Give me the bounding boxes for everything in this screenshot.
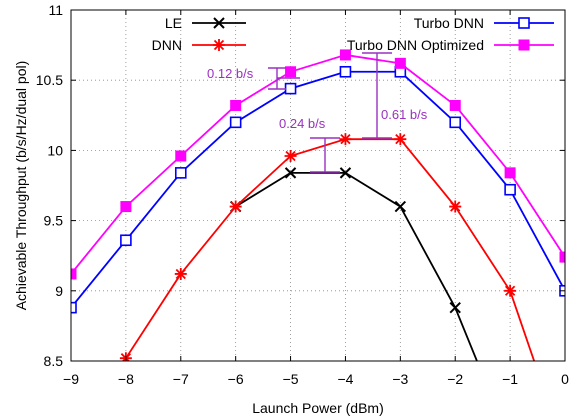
y-tick-label: 9 xyxy=(55,283,63,299)
grid xyxy=(71,10,565,361)
legend-label: DNN xyxy=(152,37,182,53)
y-tick-label: 10.5 xyxy=(36,72,63,88)
x-tick-label: −4 xyxy=(337,371,353,387)
x-axis-label: Launch Power (dBm) xyxy=(252,400,384,416)
data-point xyxy=(449,99,461,111)
x-tick-label: 0 xyxy=(561,371,569,387)
annotation-label: 0.24 b/s xyxy=(279,116,326,131)
data-point xyxy=(230,99,242,111)
legend-entry: Turbo DNN xyxy=(414,15,554,31)
legend-entry: Turbo DNN Optimized xyxy=(347,37,554,53)
series-le xyxy=(229,167,478,361)
legend-entry: DNN xyxy=(152,37,246,53)
y-axis-label: Achievable Throughput (b/s/Hz/dual pol) xyxy=(13,61,29,311)
x-tick-label: −9 xyxy=(63,371,79,387)
y-tick-label: 8.5 xyxy=(44,353,64,369)
data-point xyxy=(394,133,407,146)
series-turbo-dnn xyxy=(71,65,565,314)
legend: LE DNN Turbo DNN Turbo DNN Optimized xyxy=(152,15,554,53)
x-tick-label: −1 xyxy=(502,371,518,387)
data-point xyxy=(339,65,352,78)
data-point xyxy=(285,66,297,78)
annotation-label: 0.61 b/s xyxy=(381,107,428,122)
series-layer xyxy=(71,49,565,361)
annotation-layer: 0.12 b/s 0.24 b/s 0.61 b/s xyxy=(207,52,428,173)
data-point xyxy=(559,251,565,263)
series-line xyxy=(71,54,565,275)
data-point xyxy=(174,167,187,179)
legend-marker xyxy=(518,17,530,29)
data-point xyxy=(504,167,516,179)
y-tick-label: 9.5 xyxy=(44,213,64,229)
data-point xyxy=(120,234,132,247)
data-point xyxy=(394,57,406,69)
data-point xyxy=(449,301,461,314)
x-tick-label: −3 xyxy=(392,371,408,387)
data-point xyxy=(449,116,462,129)
legend-label: Turbo DNN Optimized xyxy=(347,37,484,53)
data-point xyxy=(174,267,187,280)
data-point xyxy=(339,133,352,146)
data-point xyxy=(284,167,297,179)
data-point xyxy=(394,200,407,213)
data-point xyxy=(339,167,352,179)
x-tick-label: −7 xyxy=(173,371,189,387)
data-point xyxy=(120,201,132,213)
data-point xyxy=(504,183,516,196)
x-tick-label: −6 xyxy=(228,371,244,387)
annotation-label: 0.12 b/s xyxy=(207,66,254,81)
data-point xyxy=(71,268,77,280)
series-line xyxy=(235,171,478,361)
y-tick-label: 11 xyxy=(48,2,63,18)
data-point xyxy=(449,200,462,213)
legend-label: LE xyxy=(165,15,182,31)
x-tick-label: −5 xyxy=(283,371,299,387)
data-point xyxy=(339,49,351,61)
x-tick-label: −8 xyxy=(118,371,134,387)
data-point xyxy=(284,82,297,95)
legend-marker xyxy=(213,39,225,51)
data-point xyxy=(175,150,187,162)
series-line xyxy=(71,70,565,309)
series-line xyxy=(122,138,536,361)
data-point xyxy=(71,301,77,314)
ticks: −9 −8 −7 −6 −5 −4 −3 −2 −1 0 8.5 9 9.5 10 10.5 11 xyxy=(36,2,569,387)
data-point xyxy=(229,200,242,213)
y-tick-label: 10 xyxy=(47,142,63,158)
data-point xyxy=(284,150,297,163)
plot-frame xyxy=(70,9,566,362)
x-tick-label: −2 xyxy=(447,371,463,387)
series-turbo-dnn-optimized xyxy=(71,49,565,280)
legend-entry: LE xyxy=(165,15,246,31)
legend-marker xyxy=(213,17,225,29)
data-point xyxy=(229,116,242,129)
data-point xyxy=(504,284,517,297)
legend-label: Turbo DNN xyxy=(414,15,484,31)
legend-marker xyxy=(518,39,530,51)
